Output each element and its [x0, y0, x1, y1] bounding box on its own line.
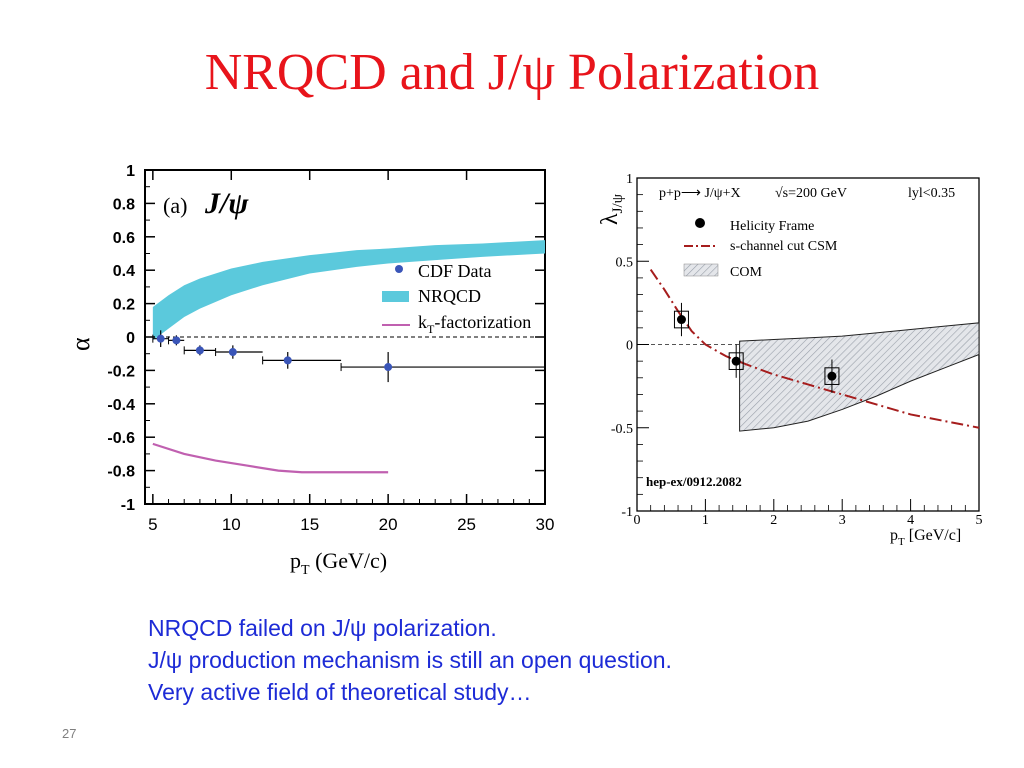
- chart-b-xtick-label: 0: [634, 513, 641, 528]
- csm-line: [649, 269, 980, 429]
- chart-a-xtick-label: 25: [457, 515, 476, 534]
- helicity-data-point: [827, 371, 837, 381]
- chart-a-ylabel: α: [66, 337, 95, 351]
- legend-cdf-label: CDF Data: [418, 261, 492, 281]
- chart-a-xtick-label: 30: [536, 515, 555, 534]
- chart-a-ytick-label: -1: [121, 497, 135, 514]
- chart-b-xtick-label: 2: [770, 513, 777, 528]
- nrqcd-band: [152, 240, 545, 341]
- chart-b-ylabel: λJ/ψ: [597, 193, 626, 225]
- chart-b-header-rapidity: lyl<0.35: [908, 186, 955, 201]
- chart-a-ytick-label: 0: [126, 330, 135, 347]
- chart-a-ytick-label: 0.2: [113, 297, 135, 314]
- chart-a-ytick-label: -0.6: [107, 430, 135, 447]
- legend-nrqcd-label: NRQCD: [418, 286, 481, 306]
- slide-title: NRQCD and J/ψ Polarization: [204, 44, 820, 101]
- legend-cdf-marker: [395, 265, 403, 273]
- legend-nrqcd-swatch: [382, 291, 409, 302]
- helicity-sys-box: [728, 352, 744, 370]
- helicity-data-point: [731, 356, 741, 366]
- cdf-data-point: [384, 363, 393, 372]
- chart-b-header-energy: √s=200 GeV: [775, 186, 847, 201]
- chart-b-xtick-label: 1: [702, 513, 709, 528]
- legend-com-swatch: [683, 263, 719, 277]
- chart-b-ytick-label: -0.5: [611, 422, 633, 437]
- chart-a-xlabel: pT (GeV/c): [290, 548, 387, 578]
- chart-a-panel-title: J/ψ: [204, 187, 249, 220]
- chart-a-xtick-label: 10: [222, 515, 241, 534]
- chart-b-ytick-label: 0.5: [616, 255, 634, 270]
- cdf-data-point: [156, 334, 165, 343]
- chart-a-ytick-label: -0.4: [107, 397, 135, 414]
- note-line: Very active field of theoretical study…: [148, 679, 532, 705]
- chart-b-xlabel: pT [GeV/c]: [890, 527, 961, 548]
- helicity-sys-box: [673, 310, 689, 329]
- chart-b-xtick-label: 5: [976, 513, 983, 528]
- chart-a-xtick-label: 20: [379, 515, 398, 534]
- chart-b-reference: hep-ex/0912.2082: [646, 474, 742, 489]
- kt-factorization-line: [152, 442, 389, 474]
- chart-b-header-process: p+p⟶ J/ψ+X: [659, 186, 741, 201]
- legend-helicity-label: Helicity Frame: [730, 219, 814, 234]
- chart-a-xtick-label: 5: [148, 515, 157, 534]
- cdf-data-point: [195, 346, 204, 355]
- chart-b-xtick-label: 4: [907, 513, 914, 528]
- cdf-data-point: [228, 348, 237, 357]
- chart-b-ytick-label: 0: [626, 339, 633, 354]
- chart-b-ytick-label: -1: [621, 505, 633, 520]
- chart-a-ytick-label: -0.8: [107, 464, 135, 481]
- chart-a-panel-label: (a): [163, 193, 187, 218]
- chart-a-ytick-label: 0.4: [113, 263, 135, 280]
- legend-kt-label: kT-factorization: [418, 312, 531, 336]
- legend-csm-label: s-channel cut CSM: [730, 239, 838, 254]
- slide-number: 27: [62, 726, 77, 741]
- chart-a-xtick-label: 15: [300, 515, 319, 534]
- legend-com-label: COM: [730, 265, 762, 280]
- chart-a-ytick-label: 1: [126, 163, 135, 180]
- cdf-data-point: [172, 336, 181, 345]
- slide-notes: NRQCD failed on J/ψ polarization. J/ψ pr…: [148, 612, 672, 708]
- helicity-sys-box: [824, 367, 840, 385]
- chart-b-ytick-label: 1: [626, 172, 633, 187]
- chart-a-ytick-label: 0.6: [113, 230, 135, 247]
- chart-a-ytick-label: 0.8: [113, 196, 135, 213]
- note-line: J/ψ production mechanism is still an ope…: [148, 647, 672, 673]
- helicity-data-point: [676, 315, 686, 325]
- chart-a-ytick-label: -0.2: [107, 363, 135, 380]
- note-line: NRQCD failed on J/ψ polarization.: [148, 615, 497, 641]
- chart-b-xtick-label: 3: [839, 513, 846, 528]
- com-band: [739, 322, 980, 432]
- cdf-data-point: [283, 356, 292, 365]
- legend-helicity-marker: [695, 218, 705, 228]
